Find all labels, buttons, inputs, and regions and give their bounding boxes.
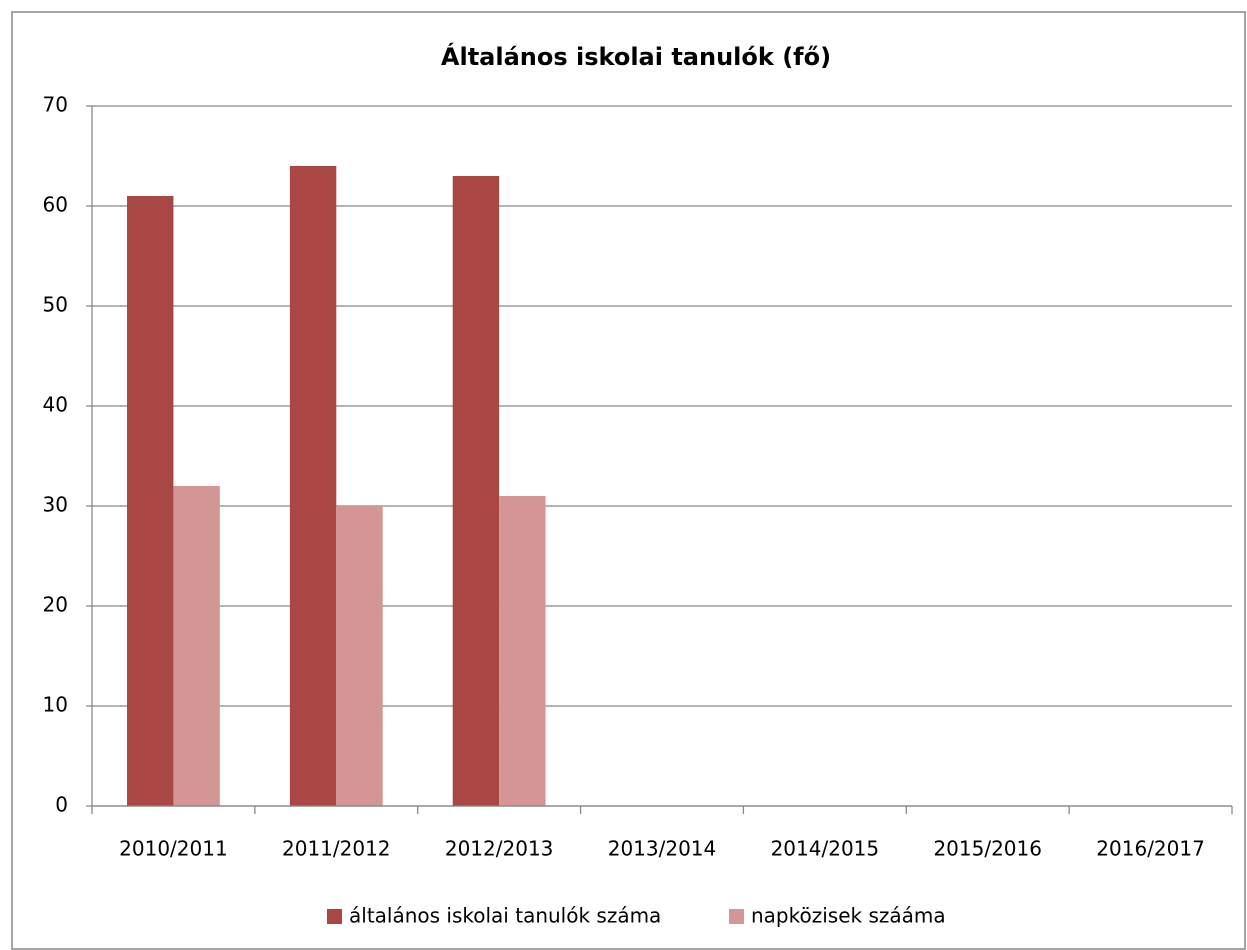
chart-title: Általános iskolai tanulók (fő)	[441, 42, 831, 71]
bar	[336, 506, 383, 806]
y-tick-label: 0	[55, 793, 68, 817]
bar	[127, 196, 174, 806]
legend-swatch	[327, 909, 342, 924]
y-tick-label: 40	[43, 393, 68, 417]
bar	[289, 166, 337, 806]
legend-label: napközisek szááma	[751, 904, 946, 928]
x-tick-label: 2015/2016	[933, 837, 1042, 861]
y-tick-label: 20	[43, 593, 68, 617]
x-tick-label: 2016/2017	[1096, 837, 1205, 861]
x-tick-label: 2011/2012	[282, 837, 391, 861]
x-tick-label: 2012/2013	[445, 837, 554, 861]
y-tick-label: 30	[43, 493, 68, 517]
x-tick-label: 2014/2015	[771, 837, 880, 861]
legend-label: általános iskolai tanulók száma	[349, 904, 661, 928]
x-tick-label: 2013/2014	[608, 837, 717, 861]
y-tick-label: 10	[43, 693, 68, 717]
legend-swatch	[729, 909, 744, 924]
bar	[452, 176, 500, 806]
bar	[173, 486, 220, 806]
y-tick-label: 50	[43, 293, 68, 317]
x-tick-label: 2010/2011	[119, 837, 228, 861]
bar	[499, 496, 546, 806]
y-tick-label: 60	[43, 193, 68, 217]
chart-border	[11, 11, 1246, 950]
y-tick-label: 70	[43, 93, 68, 117]
